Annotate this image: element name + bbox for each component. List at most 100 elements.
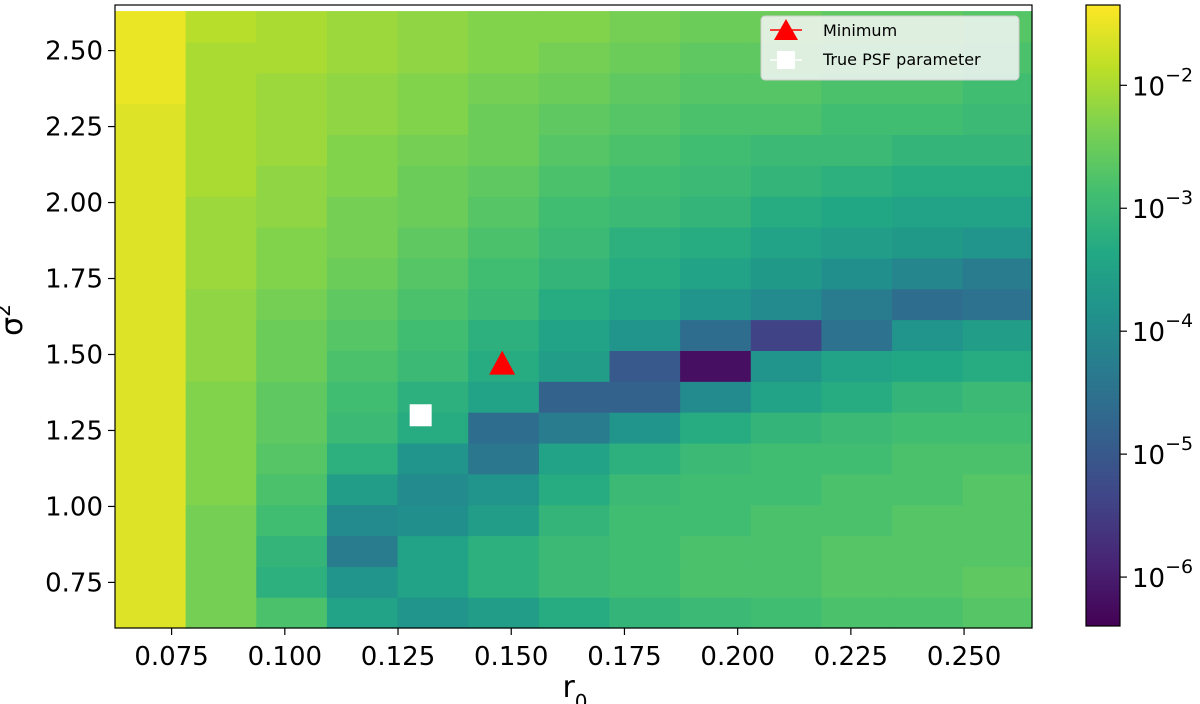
heatmap-cell (185, 350, 257, 382)
heatmap-cell (115, 504, 187, 537)
y-tick-label: 1.00 (45, 492, 103, 522)
heatmap-cell (115, 350, 187, 382)
legend-box (760, 15, 1020, 81)
heatmap-cell (609, 165, 681, 197)
heatmap-cell (538, 319, 611, 351)
heatmap-cell (962, 288, 1033, 321)
heatmap-cell (468, 288, 540, 321)
heatmap-cell (115, 11, 187, 43)
heatmap-cell (115, 566, 187, 598)
x-tick-label: 0.250 (927, 642, 1001, 672)
colorbar-ticks: 10−2 10−3 10−4 10−5 10−6 (1120, 64, 1193, 594)
y-tick-label: 0.75 (45, 568, 103, 598)
colorbar-tick-label: 10−3 (1132, 187, 1193, 225)
heatmap-cell (750, 442, 823, 475)
heatmap-cell (609, 227, 681, 259)
heatmap-cell (962, 566, 1033, 598)
heatmap-cell (892, 597, 964, 629)
heatmap-cell (326, 227, 399, 259)
heatmap-cell (468, 381, 540, 413)
heatmap-cell (538, 566, 611, 598)
heatmap-cell (609, 597, 681, 629)
heatmap-cell (468, 227, 540, 259)
heatmap-cell (750, 257, 823, 290)
heatmap-cell (892, 103, 964, 136)
heatmap-cell (256, 350, 328, 382)
heatmap-cell (115, 257, 187, 290)
heatmap-cell (821, 381, 893, 413)
heatmap-cell (609, 257, 681, 290)
heatmap-cell (397, 196, 469, 228)
heatmap-cell (892, 165, 964, 197)
heatmap-cell (680, 288, 752, 321)
heatmap-cell (256, 473, 328, 506)
heatmap-cell (468, 11, 540, 43)
heatmap-cell (538, 381, 611, 413)
heatmap-cell (326, 535, 399, 567)
heatmap-cell (538, 72, 611, 105)
plot-frame (114, 4, 1033, 629)
minimum-marker (489, 350, 516, 375)
heatmap-cell (609, 473, 681, 506)
heatmap-cell (962, 412, 1033, 444)
heatmap-cell (326, 442, 399, 475)
legend-label-minimum: Minimum (823, 21, 897, 40)
heatmap-cell (326, 72, 399, 105)
x-axis-ticks: 0.075 0.100 0.125 0.150 0.175 0.200 0.225 0.250 (134, 628, 1001, 672)
heatmap-cell (185, 566, 257, 598)
heatmap-cell (185, 442, 257, 475)
heatmap-cell (750, 535, 823, 567)
colorbar-tick-label: 10−6 (1132, 556, 1193, 594)
heatmap-cell (962, 381, 1033, 413)
heatmap-cell (185, 319, 257, 351)
heatmap-cell (892, 412, 964, 444)
heatmap-cell (468, 597, 540, 629)
heatmap-cell (750, 134, 823, 166)
heatmap-cell (750, 165, 823, 197)
heatmap-cell (256, 227, 328, 259)
heatmap-cell (538, 288, 611, 321)
x-tick-label: 0.225 (814, 642, 888, 672)
heatmap-cell (538, 165, 611, 197)
heatmap-cell (821, 442, 893, 475)
heatmap-cell (256, 566, 328, 598)
y-tick-label: 1.50 (45, 340, 103, 370)
heatmap-cell (256, 257, 328, 290)
heatmap-cell (892, 535, 964, 567)
heatmap-cell (256, 535, 328, 567)
heatmap-cell (962, 535, 1033, 567)
heatmap-cell (256, 288, 328, 321)
heatmap-cell (821, 597, 893, 629)
heatmap-cell (680, 319, 752, 351)
heatmap-cell (326, 288, 399, 321)
heatmap-cell (680, 165, 752, 197)
heatmap-cell (326, 319, 399, 351)
heatmap-cell (750, 597, 823, 629)
heatmap-cell (397, 227, 469, 259)
heatmap-cell (892, 288, 964, 321)
heatmap-cell (680, 196, 752, 228)
heatmap-cell (115, 442, 187, 475)
heatmap-cell (397, 72, 469, 105)
heatmap-cell (680, 134, 752, 166)
heatmap-cell (256, 504, 328, 537)
heatmap-cell (326, 134, 399, 166)
heatmap-cell (962, 473, 1033, 506)
heatmap-cell (185, 412, 257, 444)
heatmap-cell (397, 257, 469, 290)
heatmap-cell (892, 227, 964, 259)
x-tick-label: 0.200 (700, 642, 774, 672)
heatmap-cell (468, 134, 540, 166)
y-axis-ticks: 0.75 1.00 1.25 1.50 1.75 2.00 2.25 2.50 (45, 37, 115, 598)
heatmap-cell (326, 103, 399, 136)
heatmap-cell (609, 381, 681, 413)
heatmap-cell (468, 319, 540, 351)
heatmap-cell (185, 103, 257, 136)
heatmap-cell (326, 381, 399, 413)
colorbar-gradient (1085, 4, 1121, 627)
heatmap-cell (892, 566, 964, 598)
heatmap-cell (326, 257, 399, 290)
heatmap-cell (185, 11, 257, 43)
colorbar-tick-label: 10−2 (1132, 64, 1193, 102)
heatmap-cell (892, 196, 964, 228)
